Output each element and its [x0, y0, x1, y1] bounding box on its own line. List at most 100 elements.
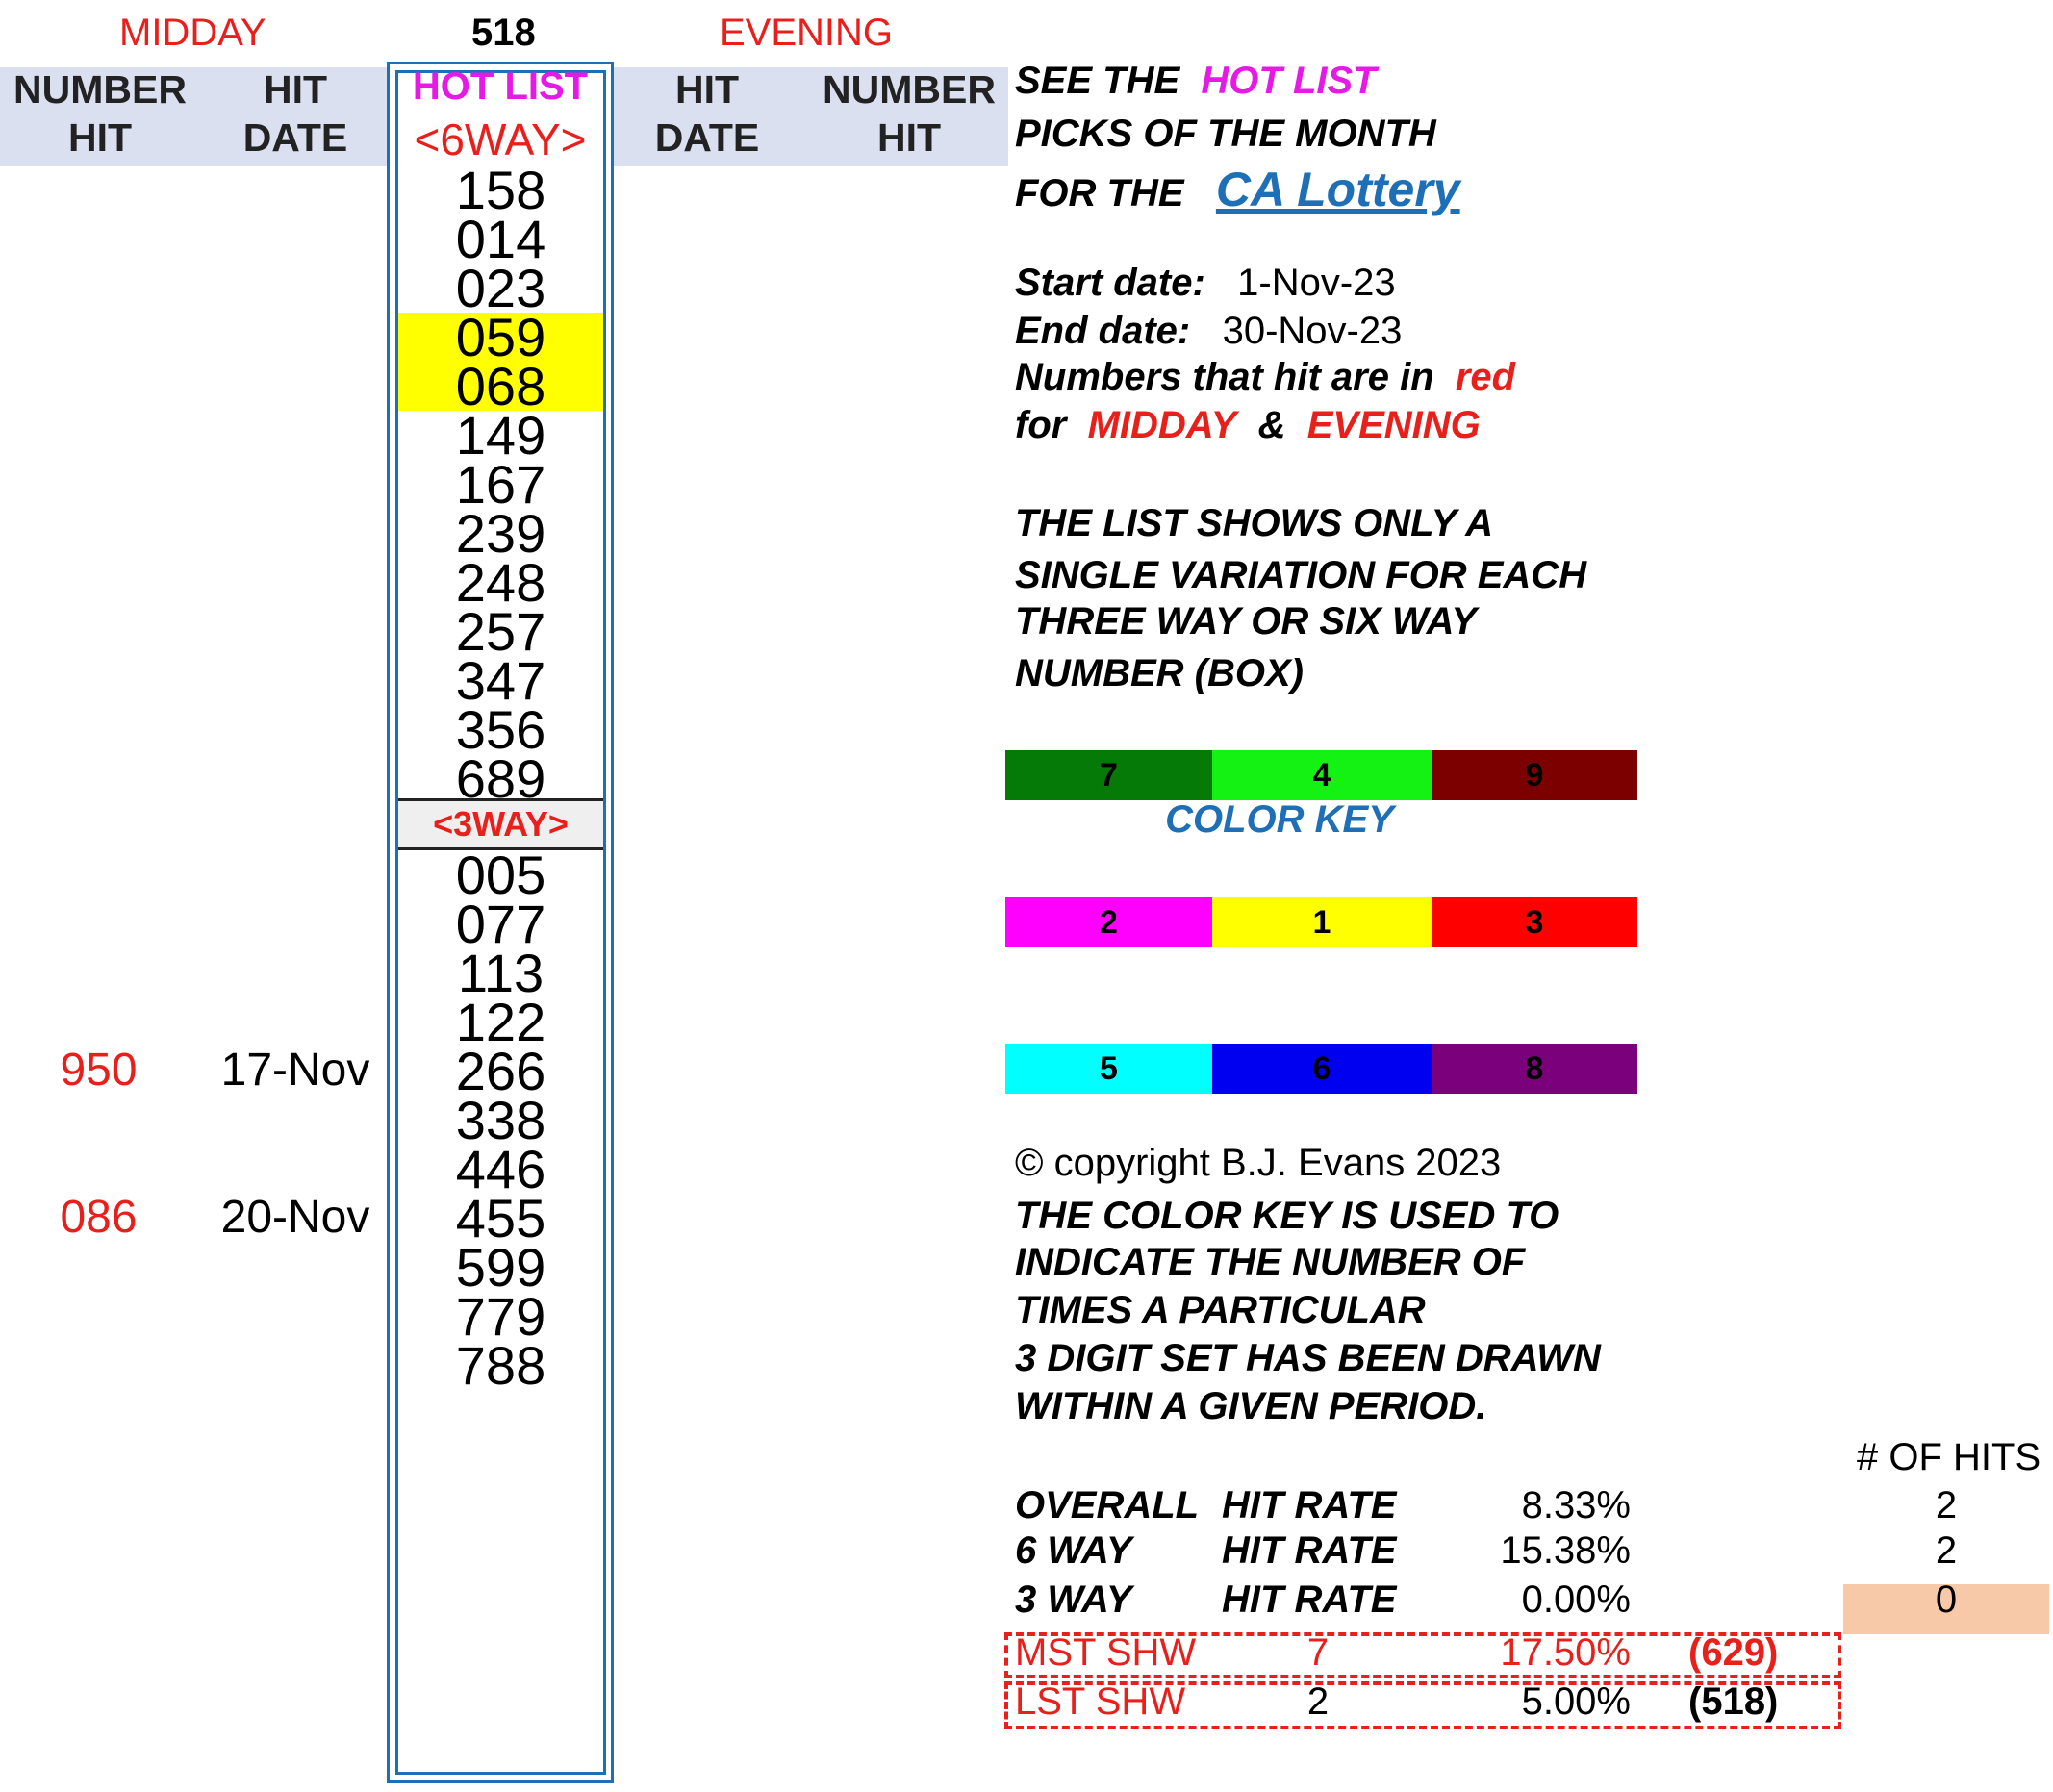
- stat-hits: 2: [1935, 1529, 1958, 1572]
- most-shown-count: 7: [1306, 1631, 1330, 1674]
- hot-number: 113: [457, 943, 545, 1003]
- six-way-label: <6WAY>: [414, 114, 587, 164]
- color-key-row: 5 6 8: [1005, 1044, 1637, 1094]
- evening-word: EVENING: [1306, 404, 1481, 446]
- headline-line1: SEE THE HOT LIST: [1015, 60, 1377, 103]
- hot-number: 599: [455, 1237, 546, 1298]
- least-shown-pct: 5.00%: [1521, 1680, 1631, 1723]
- color-key-cell: 4: [1212, 750, 1432, 800]
- hot-number: 167: [455, 454, 546, 515]
- hot-number: 077: [455, 894, 546, 954]
- least-shown-count: 2: [1306, 1680, 1330, 1723]
- hot-number: 248: [455, 552, 546, 613]
- midday-hit-date: 17-Nov: [220, 1045, 370, 1096]
- hot-number: 455: [455, 1188, 546, 1249]
- hot-number: 257: [455, 601, 546, 662]
- right-header-hit2: HIT: [876, 115, 942, 160]
- least-shown-label: LST SHW: [1015, 1680, 1186, 1723]
- hot-number: 788: [455, 1335, 546, 1396]
- start-date-value: 1-Nov-23: [1237, 262, 1396, 304]
- end-date-row: End date: 30-Nov-23: [1015, 310, 1402, 353]
- hits-header: # OF HITS: [1857, 1436, 2041, 1478]
- key-note-line4: 3 DIGIT SET HAS BEEN DRAWN: [1015, 1337, 1601, 1379]
- amp-word: &: [1257, 404, 1286, 446]
- least-shown-box: [1004, 1681, 1841, 1729]
- most-shown-pct: 17.50%: [1500, 1631, 1631, 1674]
- ca-lottery-link[interactable]: CA Lottery: [1215, 163, 1460, 216]
- start-date-label: Start date:: [1015, 262, 1205, 304]
- key-note-line1: THE COLOR KEY IS USED TO: [1015, 1195, 1559, 1237]
- picks-text: PICKS OF THE MONTH: [1015, 113, 1436, 155]
- stat-hits: 0: [1935, 1578, 1958, 1621]
- hot-list-inner-border: [395, 70, 606, 1775]
- hot-number: 158: [455, 160, 546, 220]
- most-shown-number: (629): [1688, 1631, 1779, 1674]
- see-the-text: SEE THE: [1015, 60, 1180, 102]
- evening-title: EVENING: [720, 12, 894, 54]
- midday-hit-number: 950: [60, 1045, 138, 1096]
- list-note-line3: THREE WAY OR SIX WAY: [1015, 600, 1478, 643]
- midday-title: MIDDAY: [119, 12, 266, 54]
- left-header-hit2: HIT: [263, 67, 328, 112]
- right-header-date: DATE: [654, 115, 760, 160]
- color-key-cell: 6: [1212, 1044, 1432, 1094]
- color-key-row: 2 1 3: [1005, 897, 1637, 947]
- hot-list-title: HOT LIST: [412, 65, 589, 108]
- key-note-line3: TIMES A PARTICULAR: [1015, 1289, 1426, 1331]
- hot-list-text: HOT LIST: [1201, 60, 1377, 102]
- midday-hit-date: 20-Nov: [220, 1192, 370, 1243]
- stat-pct: 8.33%: [1521, 1484, 1631, 1527]
- stat-pct: 15.38%: [1500, 1529, 1631, 1572]
- color-key-cell: 1: [1212, 897, 1432, 947]
- copyright-text: © copyright B.J. Evans 2023: [1015, 1142, 1502, 1184]
- for-word: for: [1015, 404, 1067, 446]
- midday-word: MIDDAY: [1087, 404, 1237, 446]
- stat-label2: HIT RATE: [1222, 1578, 1397, 1621]
- color-key-label: COLOR KEY: [1165, 798, 1394, 841]
- red-word: red: [1455, 356, 1516, 398]
- stat-label1: 3 WAY: [1015, 1578, 1132, 1621]
- hot-number: 149: [455, 405, 546, 466]
- color-key-cell: 8: [1432, 1044, 1637, 1094]
- numbers-hit-row: Numbers that hit are in red: [1015, 356, 1515, 399]
- color-key-cell: 9: [1432, 750, 1637, 800]
- center-number: 518: [471, 12, 536, 54]
- key-note-line5: WITHIN A GIVEN PERIOD.: [1015, 1385, 1487, 1427]
- stat-hits: 2: [1935, 1484, 1958, 1527]
- midday-hit-number: 086: [60, 1192, 138, 1243]
- stat-label2: HIT RATE: [1222, 1529, 1397, 1572]
- hot-list-outer-border: [387, 62, 614, 1783]
- hot-number: 014: [455, 209, 546, 269]
- stat-pct: 0.00%: [1521, 1578, 1631, 1621]
- color-key-cell: 7: [1005, 750, 1212, 800]
- left-header-number: NUMBER: [13, 67, 187, 112]
- color-key-cell: 3: [1432, 897, 1637, 947]
- hot-number: 446: [455, 1139, 546, 1199]
- color-key-row: 7 4 9: [1005, 750, 1637, 800]
- hot-number: 266: [455, 1041, 546, 1101]
- right-header-band: [614, 67, 1008, 166]
- hot-number: 338: [455, 1090, 546, 1150]
- hot-number: 023: [455, 258, 546, 318]
- most-shown-label: MST SHW: [1015, 1631, 1197, 1674]
- hot-number: 356: [455, 699, 546, 760]
- hot-number: 779: [455, 1286, 546, 1347]
- zero-hits-highlight: [1843, 1584, 2049, 1634]
- color-key-cell: 5: [1005, 1044, 1212, 1094]
- left-header-band: [0, 67, 387, 166]
- hot-number: 005: [455, 845, 546, 905]
- hot-number-highlighted: 059: [398, 311, 603, 365]
- right-header-hit: HIT: [674, 67, 740, 112]
- stat-label2: HIT RATE: [1222, 1484, 1397, 1527]
- for-the-text: FOR THE: [1015, 172, 1184, 215]
- most-shown-box: [1004, 1632, 1841, 1678]
- stat-label1: OVERALL: [1015, 1484, 1200, 1527]
- headline-line3: FOR THE CA Lottery: [1015, 162, 1460, 217]
- color-key-cell: 2: [1005, 897, 1212, 947]
- hot-number: 239: [455, 503, 546, 564]
- hot-number-highlighted: 068: [398, 360, 603, 414]
- list-note-line1: THE LIST SHOWS ONLY A: [1015, 502, 1494, 544]
- hot-number: 122: [455, 992, 546, 1052]
- least-shown-number: (518): [1688, 1680, 1779, 1723]
